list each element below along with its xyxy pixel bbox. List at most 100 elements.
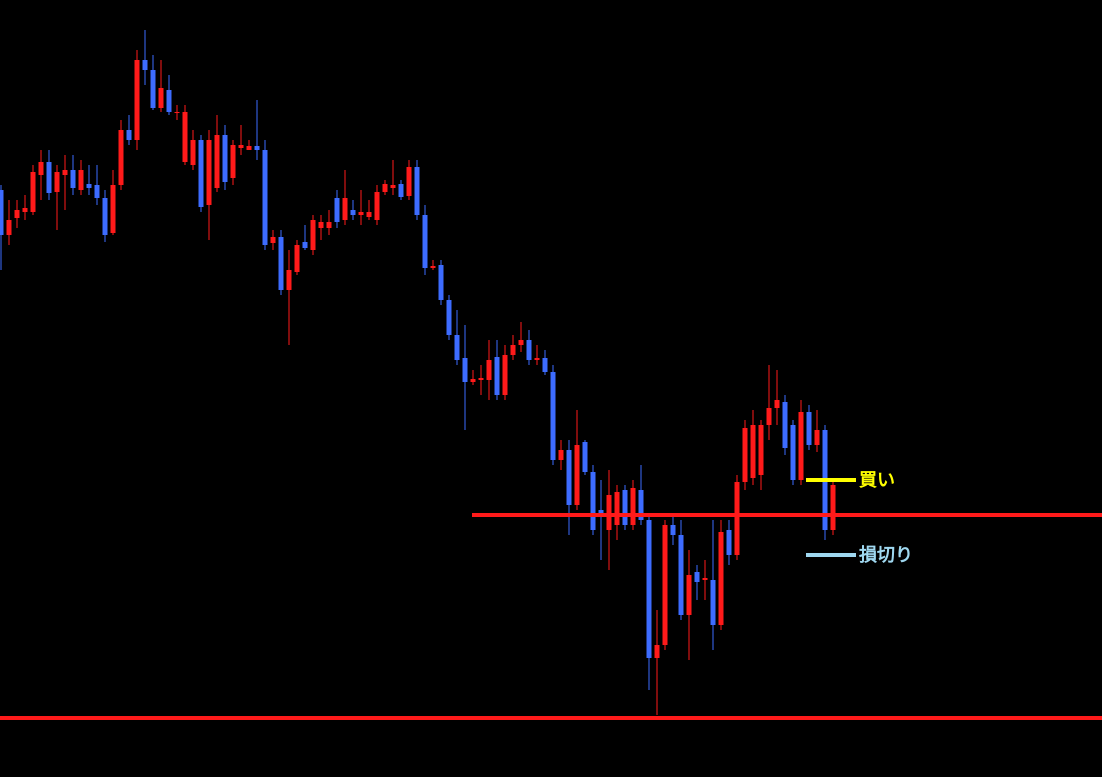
candle-body — [350, 210, 356, 215]
candle-body — [806, 412, 812, 445]
candle-body — [766, 408, 772, 425]
candle-body — [102, 198, 108, 235]
candle-body — [406, 167, 412, 196]
candle-body — [790, 425, 796, 480]
candle-body — [710, 580, 716, 625]
candle-body — [390, 185, 396, 188]
candle-body — [454, 335, 460, 360]
candle-body — [734, 482, 740, 555]
candle-body — [198, 140, 204, 207]
candle-body — [78, 170, 84, 190]
candle-body — [638, 490, 644, 520]
candle-body — [438, 265, 444, 300]
candle-body — [374, 192, 380, 220]
candle-body — [750, 425, 756, 478]
candle-body — [246, 146, 252, 150]
candle-body — [694, 572, 700, 582]
candle-body — [446, 300, 452, 335]
candle-body — [590, 472, 596, 530]
candle-body — [422, 215, 428, 268]
candle-body — [550, 372, 556, 460]
candle-body — [726, 530, 732, 555]
candle-body — [502, 355, 508, 395]
candle-body — [334, 198, 340, 222]
candle-body — [94, 185, 100, 198]
candle-body — [86, 184, 92, 188]
candle-body — [262, 150, 268, 245]
candle-body — [110, 185, 116, 233]
candle-body — [510, 345, 516, 355]
candle-body — [702, 578, 708, 580]
candle-body — [230, 145, 236, 178]
candle-body — [662, 525, 668, 645]
candle-body — [678, 535, 684, 615]
candle-body — [646, 520, 652, 658]
candle-body — [302, 242, 308, 248]
candle-body — [398, 184, 404, 197]
candle-body — [566, 450, 572, 505]
candle-body — [22, 208, 28, 212]
candle-body — [830, 485, 836, 530]
annotation-label: 損切り — [859, 544, 913, 566]
annotation-label: 買い — [859, 470, 895, 491]
candle-body — [478, 378, 484, 380]
candle-body — [494, 357, 500, 395]
candle-body — [118, 130, 124, 185]
candle-body — [582, 442, 588, 472]
candle-body — [622, 490, 628, 525]
candle-body — [382, 184, 388, 192]
candle-body — [670, 525, 676, 535]
candle-body — [294, 245, 300, 272]
candle-body — [534, 358, 540, 360]
candle-body — [598, 510, 604, 515]
candle-body — [654, 645, 660, 658]
candle-body — [14, 210, 20, 218]
candle-body — [310, 220, 316, 250]
candle-body — [166, 90, 172, 112]
candle-body — [462, 358, 468, 382]
candle-body — [134, 60, 140, 140]
candle-body — [718, 532, 724, 625]
candle-body — [38, 162, 44, 175]
candle-body — [286, 270, 292, 290]
candle-body — [254, 146, 260, 150]
candle-body — [214, 135, 220, 188]
candle-body — [62, 170, 68, 175]
candle-body — [414, 167, 420, 215]
candle-body — [326, 222, 332, 228]
candle-body — [686, 575, 692, 615]
candle-body — [222, 135, 228, 182]
candle-body — [190, 140, 196, 165]
candle-body — [774, 400, 780, 408]
candle-body — [142, 60, 148, 70]
candle-body — [182, 112, 188, 162]
candle-body — [366, 212, 372, 217]
candle-body — [798, 412, 804, 480]
candle-body — [158, 88, 164, 108]
candle-body — [614, 492, 620, 525]
candle-body — [174, 112, 180, 113]
candle-body — [606, 495, 612, 530]
candle-body — [342, 198, 348, 220]
candle-body — [30, 172, 36, 212]
candle-body — [758, 425, 764, 475]
candle-body — [238, 145, 244, 148]
candle-body — [630, 488, 636, 525]
candle-body — [6, 220, 12, 235]
candle-body — [0, 190, 4, 235]
candle-body — [518, 340, 524, 345]
candle-body — [70, 170, 76, 188]
candle-body — [782, 402, 788, 448]
candle-body — [574, 445, 580, 505]
candle-body — [150, 70, 156, 108]
candle-body — [318, 222, 324, 228]
candle-body — [526, 340, 532, 360]
candle-body — [430, 266, 436, 268]
candle-body — [542, 358, 548, 372]
candle-body — [470, 379, 476, 382]
candle-body — [742, 428, 748, 482]
candle-body — [814, 430, 820, 445]
candle-body — [46, 162, 52, 193]
